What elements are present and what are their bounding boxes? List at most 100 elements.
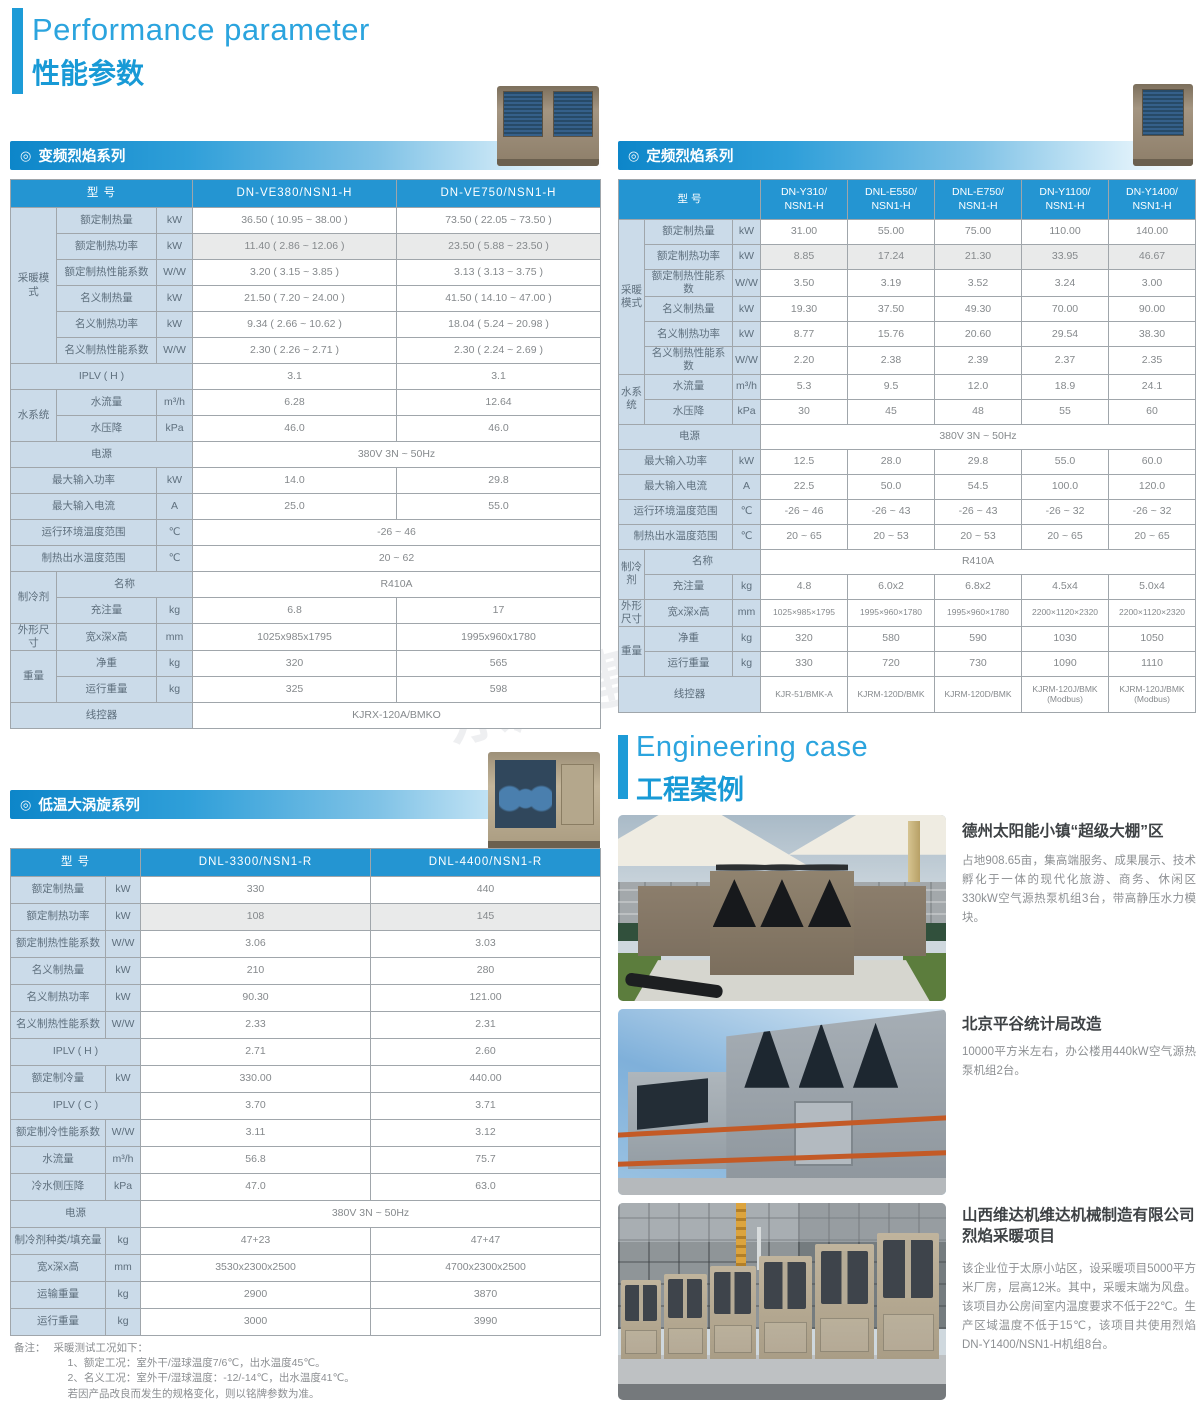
photo-unit-coil — [820, 1251, 868, 1304]
notes: 备注： 采暖测试工况如下： 1、额定工况：室外干/湿球温度7/6℃，出水温度45… — [14, 1341, 574, 1402]
unit-compressors — [499, 767, 552, 819]
table-cell: 水流量 — [56, 389, 157, 416]
table-cell: 宽x深x高 — [644, 598, 733, 627]
photo-floor — [618, 1178, 946, 1195]
table-cell: 最大输入功率 — [10, 467, 157, 494]
table-cell: 4.5x4 — [1021, 573, 1110, 600]
table-cell: 3.50 — [760, 268, 849, 298]
table-cell: 运行重量 — [56, 676, 157, 704]
table-cell: 电源 — [9, 1200, 142, 1228]
table-cell: 14.0 — [192, 467, 397, 494]
table-cell: kW — [731, 244, 762, 270]
table-cell: kg — [731, 650, 762, 677]
photo-lamp-post — [757, 1226, 761, 1270]
table-cell: 3870 — [370, 1281, 602, 1309]
table-cell: 6.0x2 — [847, 573, 936, 600]
photo-unit-panel — [667, 1327, 703, 1354]
table-cell: 2.31 — [370, 1011, 602, 1039]
table-cell: 3.19 — [847, 268, 936, 298]
table-cell: 90.30 — [140, 984, 372, 1012]
table-cell: 325 — [192, 676, 397, 704]
table-cell: 320 — [192, 650, 397, 678]
photo-heatpump-unit — [627, 1072, 740, 1169]
photo-heatpump-unit — [709, 1266, 756, 1359]
table-cell: R410A — [192, 571, 601, 598]
table-cell: 6.8x2 — [934, 573, 1023, 600]
table-cell: 3.06 — [140, 930, 372, 958]
table-cell: 运行环境温度范围 — [10, 519, 157, 546]
photo-unit-coil — [883, 1240, 934, 1299]
table-cell: 2.35 — [1108, 346, 1197, 375]
table-header-cell: DN-VE380/NSN1-H — [192, 179, 397, 208]
table-cell: 4.8 — [760, 573, 849, 600]
unit-coil — [503, 90, 543, 138]
table-cell: 2.33 — [140, 1011, 372, 1039]
table-cell: 电源 — [617, 423, 762, 450]
table-cell: 21.50 ( 7.20 ~ 24.00 ) — [192, 285, 397, 312]
table-cell: kW — [731, 296, 762, 323]
table-cell: 额定制热量 — [56, 207, 157, 234]
table-cell: 20 ~ 65 — [1108, 523, 1197, 550]
table-cell: 20.60 — [934, 321, 1023, 348]
table-cell: W/W — [104, 1119, 142, 1147]
table-cell: 37.50 — [847, 296, 936, 323]
table-cell: 额定制热量 — [10, 876, 106, 904]
table-cell: 线控器 — [617, 675, 762, 713]
notes-line: 采暖测试工况如下： — [53, 1342, 149, 1354]
table-cell: 宽x深x高 — [56, 622, 157, 652]
table-cell: 3.71 — [370, 1092, 602, 1120]
product-image-inverter-unit — [497, 86, 599, 166]
table-cell: 47+47 — [370, 1227, 602, 1255]
table-cell: kg — [731, 573, 762, 600]
table-scroll-series: 型 号 DNL-3300/NSN1-R DNL-4400/NSN1-R 额定制热量 kW… — [9, 848, 602, 1336]
table-cell: 380V 3N ~ 50Hz — [140, 1200, 602, 1228]
spec-table: 型 号 DN-VE380/NSN1-H DN-VE750/NSN1-H 采暖模式 额定制… — [10, 179, 601, 730]
table-cell: kW — [156, 207, 193, 234]
table-cell: 580 — [847, 625, 936, 652]
table-cell: 70.00 — [1021, 296, 1110, 323]
table-cell: 3.24 — [1021, 268, 1110, 298]
table-cell: 2900 — [140, 1281, 372, 1309]
table-cell: 2.39 — [934, 346, 1023, 375]
table-cell: 75.00 — [934, 219, 1023, 245]
table-cell: 36.50 ( 10.95 ~ 38.00 ) — [192, 207, 397, 234]
table-cell: 20 ~ 53 — [847, 523, 936, 550]
table-cell: 3.1 — [192, 363, 397, 390]
notes-line: 2、名义工况：室外干/湿球温度：-12/-14℃，出水温度41℃。 — [67, 1372, 355, 1385]
table-cell: 18.04 ( 5.24 ~ 20.98 ) — [396, 311, 601, 338]
photo-unit-coil — [625, 1284, 657, 1321]
table-cell: 名义制热功率 — [10, 984, 106, 1012]
table-cell: W/W — [156, 259, 193, 286]
table-cell: 3.70 — [140, 1092, 372, 1120]
table-header-cell: DNL-4400/NSN1-R — [370, 848, 602, 877]
photo-unit-panel — [763, 1321, 807, 1353]
table-cell: ℃ — [156, 519, 193, 546]
section-title: 定频烈焰系列 — [646, 149, 734, 165]
table-cell: 380V 3N ~ 50Hz — [760, 423, 1197, 450]
table-cell: mm — [104, 1254, 142, 1282]
table-cell: 额定制热性能系数 — [644, 268, 733, 298]
table-cell: 1995x960x1780 — [396, 622, 601, 652]
table-cell: KJRM-120D/BMK — [847, 675, 936, 713]
photo-unit-panel — [713, 1325, 752, 1354]
table-cell: 外形尺寸 — [10, 622, 57, 652]
product-image-fixed-unit — [1133, 84, 1193, 166]
case-photo-2 — [618, 1009, 946, 1195]
table-cell: kW — [156, 467, 193, 494]
table-cell: 4700x2300x2500 — [370, 1254, 602, 1282]
table-cell: 330 — [140, 876, 372, 904]
table-cell: 330.00 — [140, 1065, 372, 1093]
table-cell: 2.60 — [370, 1038, 602, 1066]
table-cell: 净重 — [644, 625, 733, 652]
table-cell: 名义制热性能系数 — [56, 337, 157, 364]
table-cell: 最大输入电流 — [10, 493, 157, 520]
table-cell: 210 — [140, 957, 372, 985]
spec-table: 型 号 DN-Y310/NSN1-H DNL-E550/NSN1-H DNL-E750… — [617, 179, 1197, 713]
case-photo-3 — [618, 1203, 946, 1400]
table-cell: 制热出水温度范围 — [10, 545, 157, 572]
table-cell: 3530x2300x2500 — [140, 1254, 372, 1282]
photo-heatpump-unit — [621, 1279, 661, 1359]
table-cell: W/W — [104, 1011, 142, 1039]
photo-unit-panel — [624, 1329, 658, 1354]
table-cell: 名义制热性能系数 — [644, 346, 733, 375]
